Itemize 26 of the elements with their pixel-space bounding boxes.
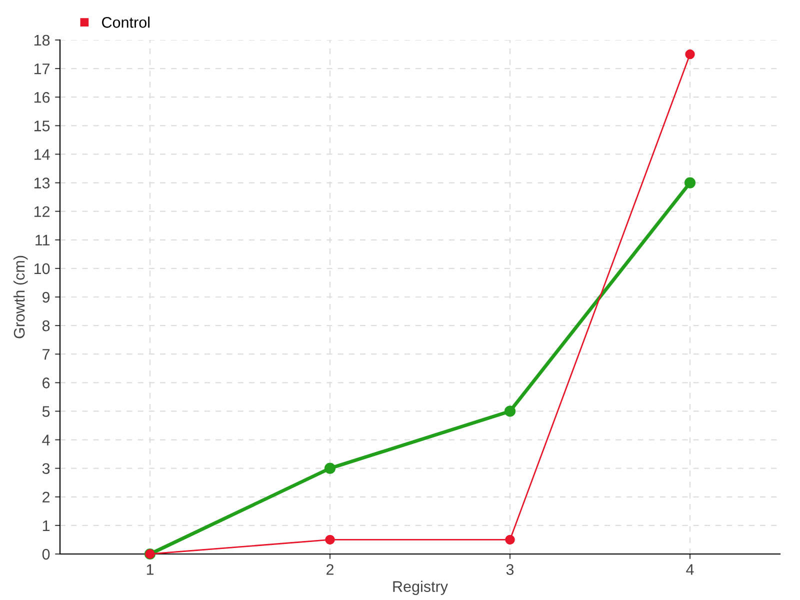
y-tick-label: 2 — [42, 492, 50, 502]
y-tick-label: 14 — [34, 149, 50, 160]
x-axis-title: Registry — [393, 580, 448, 595]
y-tick-label: 0 — [42, 548, 50, 560]
y-tick-label: 18 — [34, 34, 50, 46]
y-tick-label: 11 — [36, 234, 50, 246]
y-axis-title: Growth (cm) — [13, 256, 28, 338]
x-tick-label: 2 — [326, 564, 334, 575]
y-tick-label: 9 — [42, 292, 50, 303]
y-tick-label: 7 — [42, 349, 50, 360]
y-tick-label: 3 — [42, 463, 50, 474]
y-tick-label: 15 — [34, 120, 50, 132]
y-tick-label: 6 — [42, 378, 50, 388]
x-tick-label: 4 — [686, 564, 694, 575]
y-tick-label: 5 — [42, 406, 50, 417]
y-tick-label: 17 — [34, 64, 50, 74]
y-tick-label: 13 — [34, 178, 50, 188]
y-tick-label: 1 — [42, 520, 50, 531]
y-tick-label: 12 — [34, 206, 50, 217]
y-tick-label: 8 — [42, 320, 50, 332]
y-tick-label: 10 — [34, 263, 50, 274]
x-tick-label: 1 — [146, 564, 154, 575]
y-tick-label: 16 — [34, 92, 50, 103]
y-tick-label: 4 — [42, 434, 50, 446]
legend-label: Control — [102, 16, 150, 28]
x-tick-label: 3 — [506, 564, 514, 575]
